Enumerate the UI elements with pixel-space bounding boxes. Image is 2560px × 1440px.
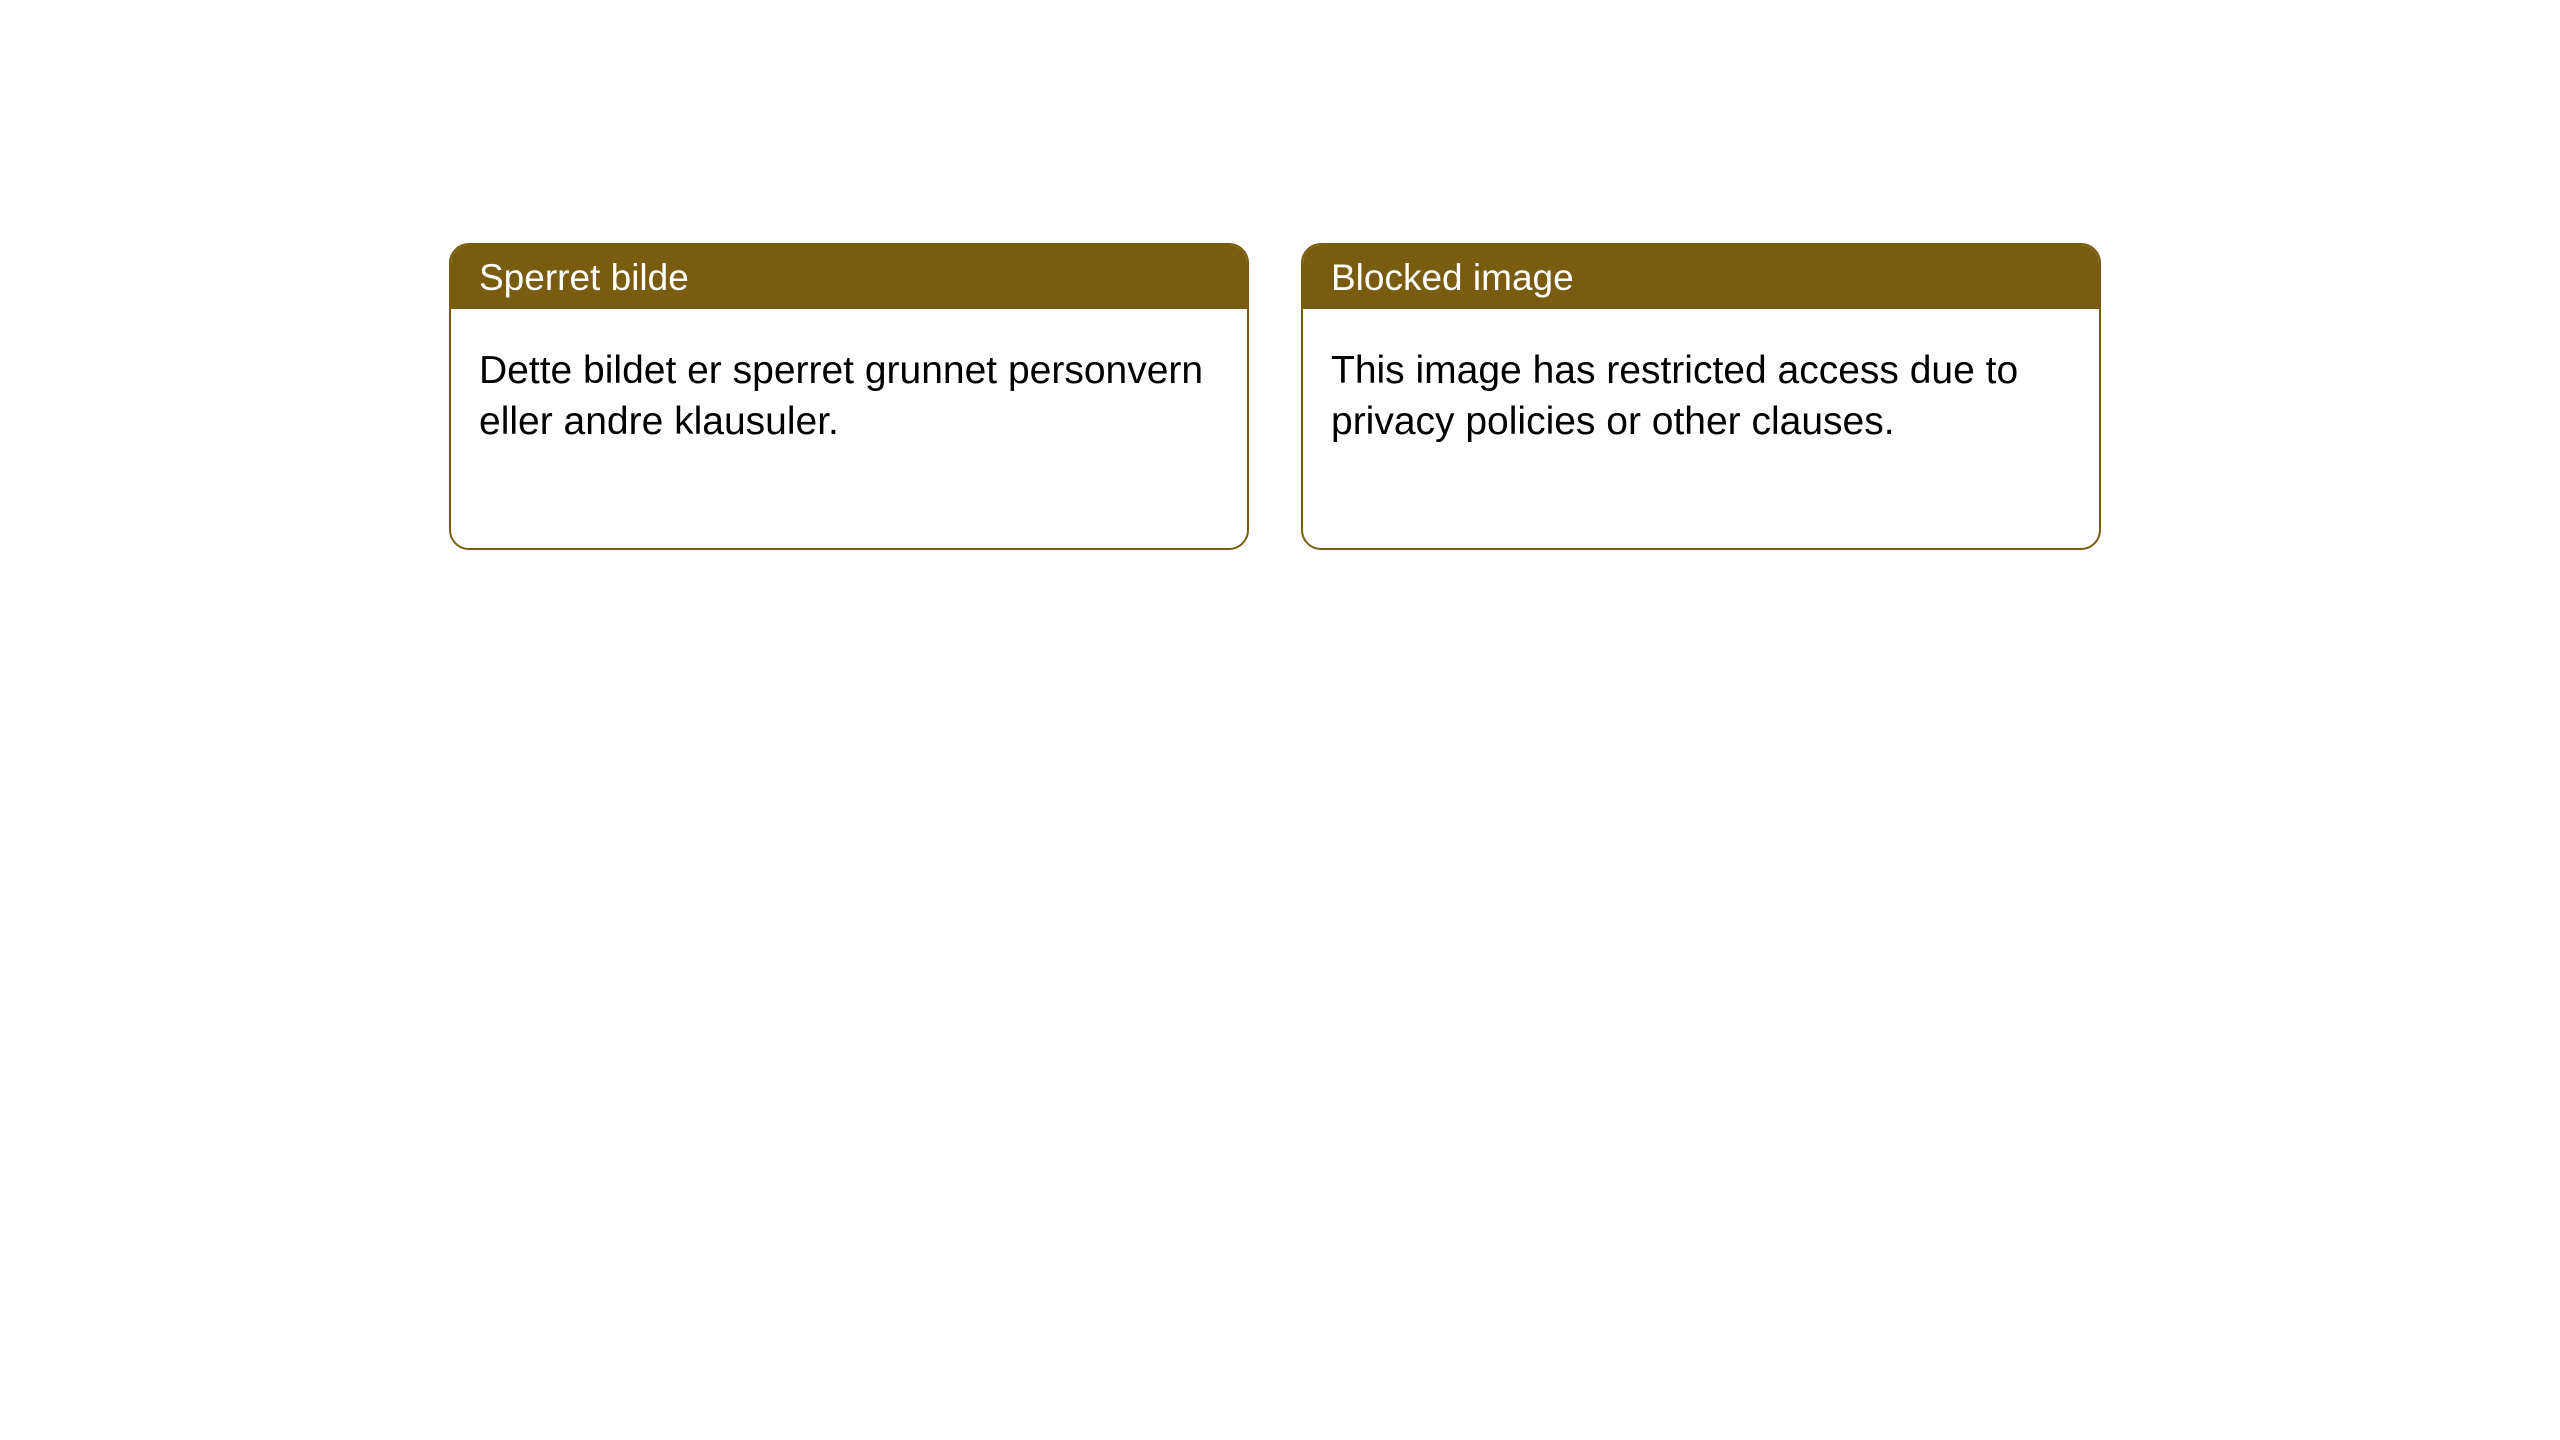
notice-card-norwegian: Sperret bilde Dette bildet er sperret gr…	[449, 243, 1249, 550]
notice-title-norwegian: Sperret bilde	[451, 245, 1247, 309]
notice-body-norwegian: Dette bildet er sperret grunnet personve…	[451, 309, 1247, 548]
notice-card-english: Blocked image This image has restricted …	[1301, 243, 2101, 550]
notice-title-english: Blocked image	[1303, 245, 2099, 309]
notice-body-english: This image has restricted access due to …	[1303, 309, 2099, 548]
notice-container: Sperret bilde Dette bildet er sperret gr…	[0, 0, 2560, 550]
